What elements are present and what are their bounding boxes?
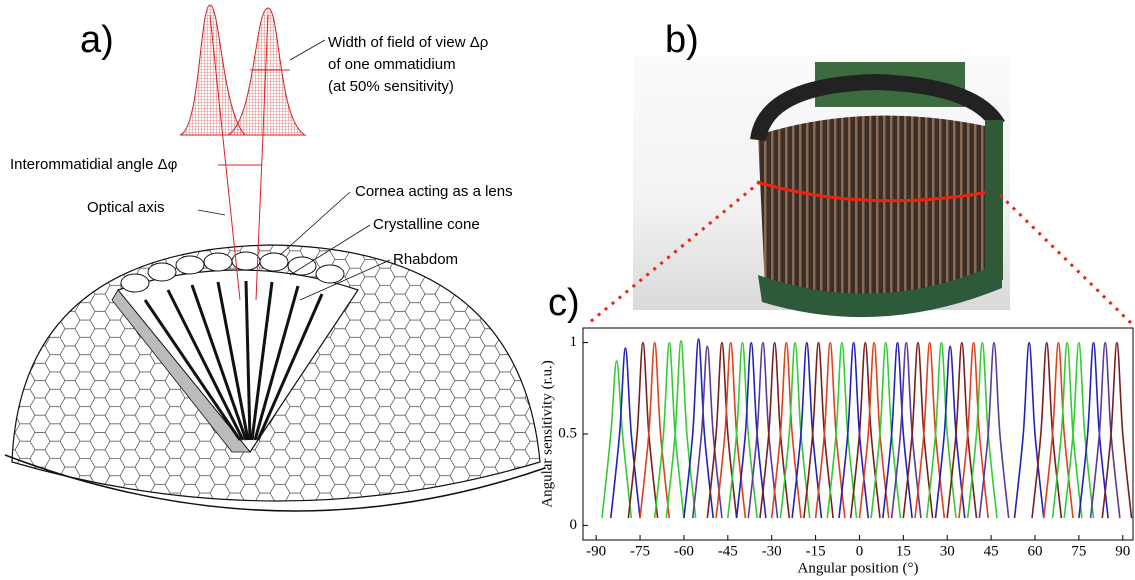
y-tick-label: 0.5: [558, 425, 577, 441]
panel-a: a) Width of field of view Δρ of one omma…: [5, 5, 545, 511]
pcb-side: [985, 120, 1003, 280]
sensitivity-curve: [180, 5, 245, 135]
x-tick-label: 45: [984, 543, 999, 559]
x-tick-label: -15: [806, 543, 826, 559]
plot-frame: [583, 328, 1133, 540]
y-tick-label: 1: [570, 334, 578, 350]
annotation: Rhabdom: [393, 251, 458, 268]
x-tick-label: -60: [674, 543, 694, 559]
panel-c: c) Angular position (°) Angular sensitiv…: [539, 282, 1133, 576]
annotation: Cornea acting as a lens: [355, 183, 513, 200]
x-tick-label: 15: [896, 543, 911, 559]
x-tick-label: 60: [1027, 543, 1042, 559]
x-tick-label: 0: [856, 543, 864, 559]
x-tick-label: 90: [1115, 543, 1130, 559]
panel-label: c): [548, 282, 580, 324]
page: a) Width of field of view Δρ of one omma…: [0, 0, 1135, 580]
figure: a) Width of field of view Δρ of one omma…: [0, 0, 1135, 580]
y-axis-label: Angular sensitivity (r.u.): [539, 360, 555, 507]
annotation: Optical axis: [87, 199, 165, 216]
annotation: Width of field of view Δρ: [328, 34, 488, 51]
x-tick-label: 30: [940, 543, 955, 559]
annotation: (at 50% sensitivity): [328, 78, 454, 95]
x-tick-label: -75: [630, 543, 650, 559]
x-tick-label: -90: [586, 543, 606, 559]
panel-b: b): [633, 19, 1010, 317]
y-tick-label: 0: [570, 517, 578, 533]
panel-label: b): [665, 19, 699, 61]
plot-area: [602, 339, 1132, 518]
sensitivity-curve: [1015, 343, 1044, 518]
annotation: Crystalline cone: [373, 216, 480, 233]
x-tick-label: -30: [762, 543, 782, 559]
sensitivity-curve: [707, 343, 736, 518]
sensitivity-curve: [693, 346, 722, 518]
x-axis-label: Angular position (°): [798, 560, 919, 576]
annotation: of one ommatidium: [328, 56, 456, 73]
sensor-body: [758, 116, 1000, 297]
x-tick-label: -45: [718, 543, 738, 559]
sensitivity-curve: [228, 8, 305, 135]
sensitivity-curve: [602, 361, 631, 518]
x-tick-label: 75: [1071, 543, 1086, 559]
panel-label: a): [80, 19, 114, 61]
annotation: Interommatidial angle Δφ: [10, 156, 178, 173]
